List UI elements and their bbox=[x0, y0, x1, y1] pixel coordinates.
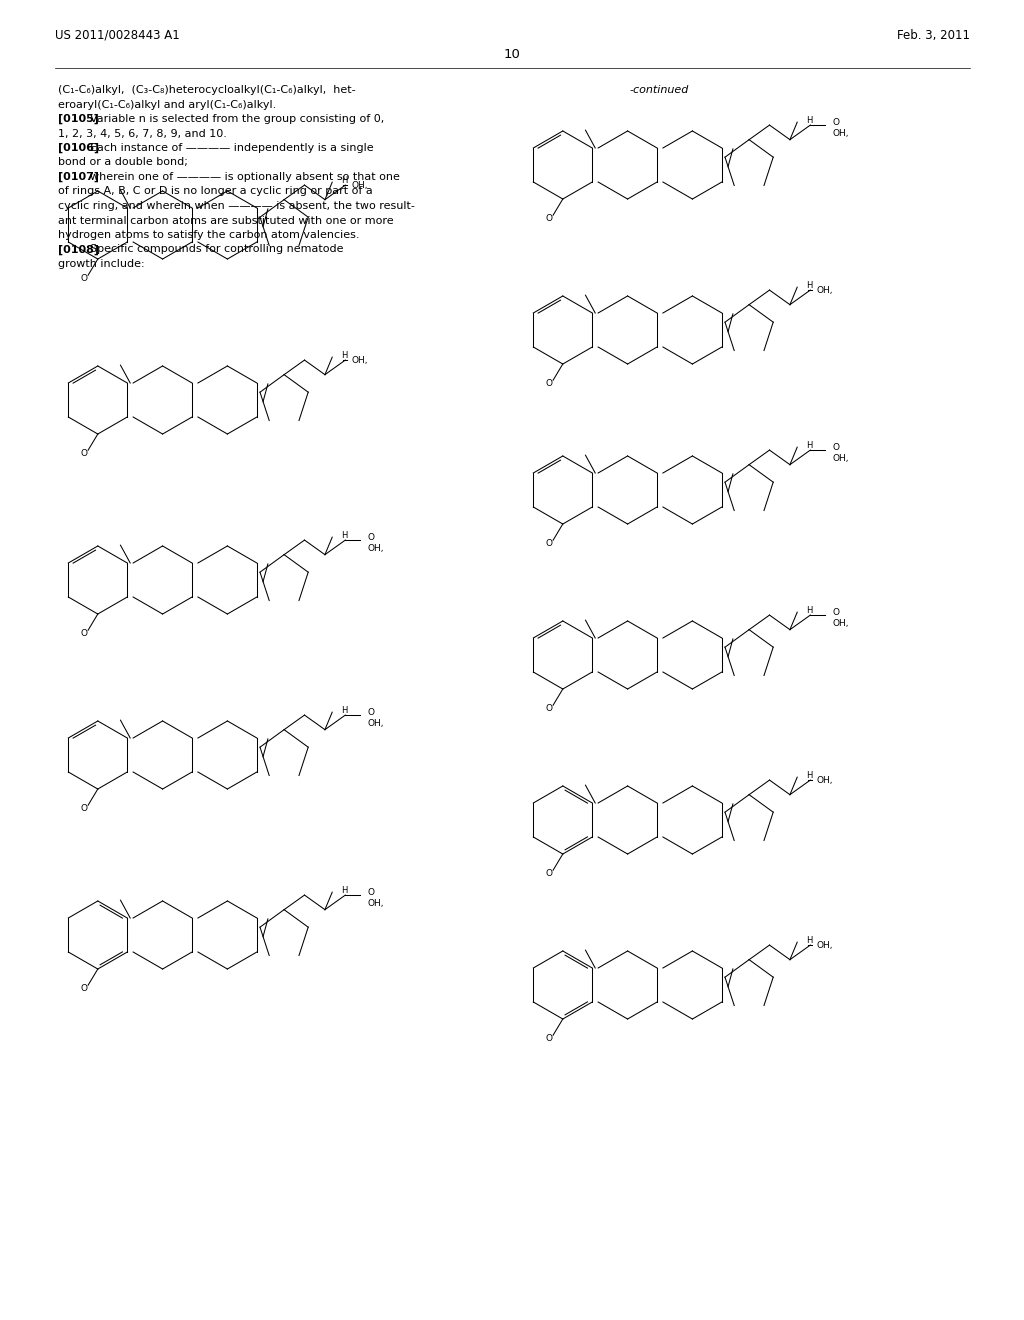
Text: O: O bbox=[546, 214, 553, 223]
Text: H: H bbox=[341, 351, 347, 360]
Text: Variable n is selected from the group consisting of 0,: Variable n is selected from the group co… bbox=[83, 114, 384, 124]
Text: hydrogen atoms to satisfy the carbon atom valencies.: hydrogen atoms to satisfy the carbon ato… bbox=[58, 230, 359, 240]
Text: H: H bbox=[341, 706, 347, 715]
Text: O: O bbox=[81, 273, 88, 282]
Text: wherein one of ———— is optionally absent so that one: wherein one of ———— is optionally absent… bbox=[83, 172, 400, 182]
Text: O: O bbox=[368, 708, 375, 717]
Text: [0105]: [0105] bbox=[58, 114, 99, 124]
Text: OH,: OH, bbox=[816, 285, 833, 294]
Text: O: O bbox=[546, 1034, 553, 1043]
Text: US 2011/0028443 A1: US 2011/0028443 A1 bbox=[55, 29, 180, 41]
Text: O: O bbox=[81, 628, 88, 638]
Text: Feb. 3, 2011: Feb. 3, 2011 bbox=[897, 29, 970, 41]
Text: O: O bbox=[368, 887, 375, 896]
Text: Specific compounds for controlling nematode: Specific compounds for controlling nemat… bbox=[83, 244, 344, 255]
Text: H: H bbox=[341, 886, 347, 895]
Text: cyclic ring, and wherein when ———— is absent, the two result-: cyclic ring, and wherein when ———— is ab… bbox=[58, 201, 415, 211]
Text: 1, 2, 3, 4, 5, 6, 7, 8, 9, and 10.: 1, 2, 3, 4, 5, 6, 7, 8, 9, and 10. bbox=[58, 128, 227, 139]
Text: [0106]: [0106] bbox=[58, 143, 99, 153]
Text: O: O bbox=[833, 117, 840, 127]
Text: OH,: OH, bbox=[816, 776, 833, 784]
Text: O: O bbox=[81, 983, 88, 993]
Text: (C₁-C₆)alkyl,  (C₃-C₈)heterocycloalkyl(C₁-C₆)alkyl,  het-: (C₁-C₆)alkyl, (C₃-C₈)heterocycloalkyl(C₁… bbox=[58, 84, 355, 95]
Text: [0107]: [0107] bbox=[58, 172, 99, 182]
Text: growth include:: growth include: bbox=[58, 259, 144, 269]
Text: O: O bbox=[546, 539, 553, 548]
Text: Each instance of ———— independently is a single: Each instance of ———— independently is a… bbox=[83, 143, 374, 153]
Text: H: H bbox=[806, 771, 812, 780]
Text: H: H bbox=[806, 116, 812, 125]
Text: of rings A, B, C or D is no longer a cyclic ring or part of a: of rings A, B, C or D is no longer a cyc… bbox=[58, 186, 373, 197]
Text: eroaryl(C₁-C₆)alkyl and aryl(C₁-C₆)alkyl.: eroaryl(C₁-C₆)alkyl and aryl(C₁-C₆)alkyl… bbox=[58, 99, 276, 110]
Text: 10: 10 bbox=[504, 49, 520, 62]
Text: H: H bbox=[806, 281, 812, 290]
Text: H: H bbox=[806, 936, 812, 945]
Text: OH,: OH, bbox=[351, 355, 368, 364]
Text: H: H bbox=[341, 531, 347, 540]
Text: bond or a double bond;: bond or a double bond; bbox=[58, 157, 187, 168]
Text: O: O bbox=[368, 532, 375, 541]
Text: O: O bbox=[81, 449, 88, 458]
Text: O: O bbox=[833, 607, 840, 616]
Text: OH,: OH, bbox=[833, 619, 849, 627]
Text: O: O bbox=[81, 804, 88, 813]
Text: OH,: OH, bbox=[816, 941, 833, 949]
Text: H: H bbox=[806, 441, 812, 450]
Text: H: H bbox=[341, 176, 347, 185]
Text: OH,: OH, bbox=[833, 128, 849, 137]
Text: OH,: OH, bbox=[833, 454, 849, 462]
Text: O: O bbox=[546, 379, 553, 388]
Text: OH,: OH, bbox=[351, 181, 368, 190]
Text: OH,: OH, bbox=[368, 544, 384, 553]
Text: OH,: OH, bbox=[368, 899, 384, 908]
Text: OH,: OH, bbox=[368, 718, 384, 727]
Text: O: O bbox=[546, 869, 553, 878]
Text: -continued: -continued bbox=[630, 84, 689, 95]
Text: O: O bbox=[546, 704, 553, 713]
Text: ant terminal carbon atoms are substituted with one or more: ant terminal carbon atoms are substitute… bbox=[58, 215, 393, 226]
Text: O: O bbox=[833, 442, 840, 451]
Text: [0108]: [0108] bbox=[58, 244, 99, 255]
Text: H: H bbox=[806, 606, 812, 615]
